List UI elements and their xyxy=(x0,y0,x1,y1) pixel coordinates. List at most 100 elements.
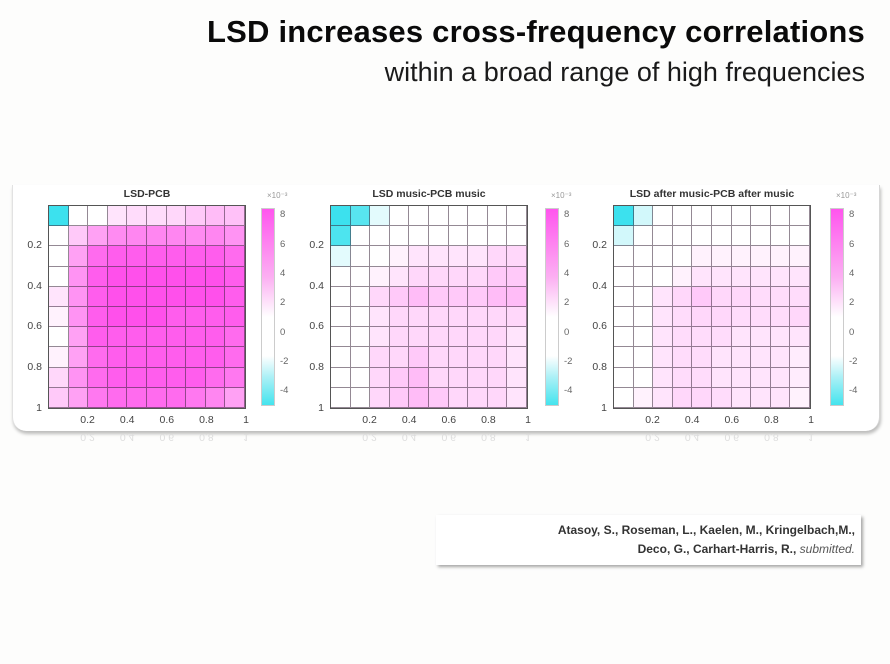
colorbar-tick-label: -2 xyxy=(564,356,573,367)
heatmap-cell xyxy=(487,347,508,368)
heatmap-cell xyxy=(225,246,245,267)
x-tick-label: 1 xyxy=(808,414,814,426)
x-tick-reflection: 0.2 xyxy=(80,431,95,443)
heatmap-cell xyxy=(147,327,167,348)
heatmap-cell xyxy=(692,347,712,368)
heatmap-cell xyxy=(672,327,693,348)
heatmap-cell xyxy=(186,367,206,388)
colorbar-tick-label: 2 xyxy=(849,297,855,309)
heatmap-cell xyxy=(166,266,187,287)
heatmap-cell xyxy=(127,347,147,368)
heatmap-cell xyxy=(429,307,449,328)
heatmap-cell xyxy=(166,206,187,227)
heatmap-cell xyxy=(731,327,752,348)
heatmap-cell xyxy=(107,246,128,267)
heatmap-cell xyxy=(448,206,469,227)
heatmap-grid xyxy=(330,205,528,409)
heatmap-cell xyxy=(88,387,108,408)
heatmap-cell xyxy=(692,367,712,388)
heatmap-cell xyxy=(350,347,371,368)
heatmap-cell xyxy=(614,226,634,247)
heatmap-cell xyxy=(751,347,771,368)
heatmap-cell xyxy=(790,226,810,247)
heatmap-cell xyxy=(147,347,167,368)
heatmap-cell xyxy=(350,367,371,388)
heatmap-cell xyxy=(107,367,128,388)
heatmap-cell xyxy=(389,286,410,307)
citation-authors: Deco, G., Carhart-Harris, R., xyxy=(637,542,800,556)
heatmap-cell xyxy=(653,307,673,328)
heatmap-cell xyxy=(147,367,167,388)
x-tick-reflection: 1 xyxy=(243,431,249,443)
heatmap-cell xyxy=(147,307,167,328)
heatmap-cell xyxy=(770,307,791,328)
heatmap-cell xyxy=(166,246,187,267)
colorbar-tick-label: 8 xyxy=(564,209,570,221)
y-tick-label: 0.6 xyxy=(592,320,607,333)
heatmap-cell xyxy=(487,286,508,307)
heatmap-cell xyxy=(468,286,488,307)
heatmap-cell xyxy=(712,327,732,348)
heatmap-cell xyxy=(751,266,771,287)
x-tick-reflection: 0.6 xyxy=(724,431,740,443)
heatmap-cell xyxy=(448,347,469,368)
heatmap-cell xyxy=(448,307,469,328)
heatmap-cell xyxy=(331,367,351,388)
heatmap-cell xyxy=(127,367,147,388)
colorbar-tick-label: 6 xyxy=(564,238,570,250)
heatmap-cell xyxy=(712,206,732,227)
colorbar xyxy=(830,208,844,406)
heatmap-cell xyxy=(88,286,108,307)
heatmap-cell xyxy=(107,307,128,328)
heatmap-cell xyxy=(166,387,187,408)
x-tick-label: 0.2 xyxy=(645,414,660,426)
heatmap-cell xyxy=(731,307,752,328)
heatmap-cell xyxy=(429,327,449,348)
heatmap-cell xyxy=(68,327,89,348)
heatmap-cell xyxy=(205,367,226,388)
heatmap-cell xyxy=(186,266,206,287)
heatmap-cell xyxy=(614,307,634,328)
heatmap-cell xyxy=(370,347,390,368)
heatmap-cell xyxy=(731,347,752,368)
x-tick-reflection: 0.2 xyxy=(645,431,660,443)
colorbar-exponent: ×10⁻³ xyxy=(267,191,288,200)
heatmap-cell xyxy=(88,347,108,368)
heatmap-cell xyxy=(147,286,167,307)
heatmap-cell xyxy=(331,347,351,368)
heatmap-cell xyxy=(127,246,147,267)
y-tick-label: 0.2 xyxy=(27,238,42,251)
heatmap-cell xyxy=(692,266,712,287)
heatmap-cell xyxy=(487,206,508,227)
x-tick-reflection: 0.4 xyxy=(684,431,700,443)
heatmap-cell xyxy=(147,246,167,267)
colorbar-tick-label: -2 xyxy=(849,356,858,367)
x-tick-reflection: 1 xyxy=(525,431,531,443)
y-tick-label: 0.4 xyxy=(309,279,324,292)
heatmap-cell xyxy=(672,226,693,247)
heatmap-cell xyxy=(49,307,69,328)
heatmap-cell xyxy=(205,347,226,368)
heatmap-cell xyxy=(790,206,810,227)
heatmap-cell xyxy=(147,206,167,227)
heatmap-cell xyxy=(429,266,449,287)
heatmap-cell xyxy=(507,206,527,227)
x-tick-reflection: 1 xyxy=(808,431,814,443)
heatmap-cell xyxy=(692,387,712,408)
heatmap-cell xyxy=(751,246,771,267)
colorbar-tick-label: 4 xyxy=(849,268,855,279)
heatmap-cell xyxy=(633,206,654,227)
heatmap-cell xyxy=(614,367,634,388)
heatmap-cell xyxy=(633,367,654,388)
heatmap-cell xyxy=(186,387,206,408)
heatmap-cell xyxy=(448,367,469,388)
colorbar-tick-label: -2 xyxy=(280,356,289,367)
heatmap-cell xyxy=(68,226,89,247)
x-tick-label: 0.6 xyxy=(159,414,175,426)
heatmap-cell xyxy=(331,327,351,348)
heatmap-cell xyxy=(614,327,634,348)
heatmap-cell xyxy=(331,307,351,328)
heatmap-cell xyxy=(468,347,488,368)
heatmap-cell xyxy=(88,327,108,348)
heatmap-cell xyxy=(731,266,752,287)
